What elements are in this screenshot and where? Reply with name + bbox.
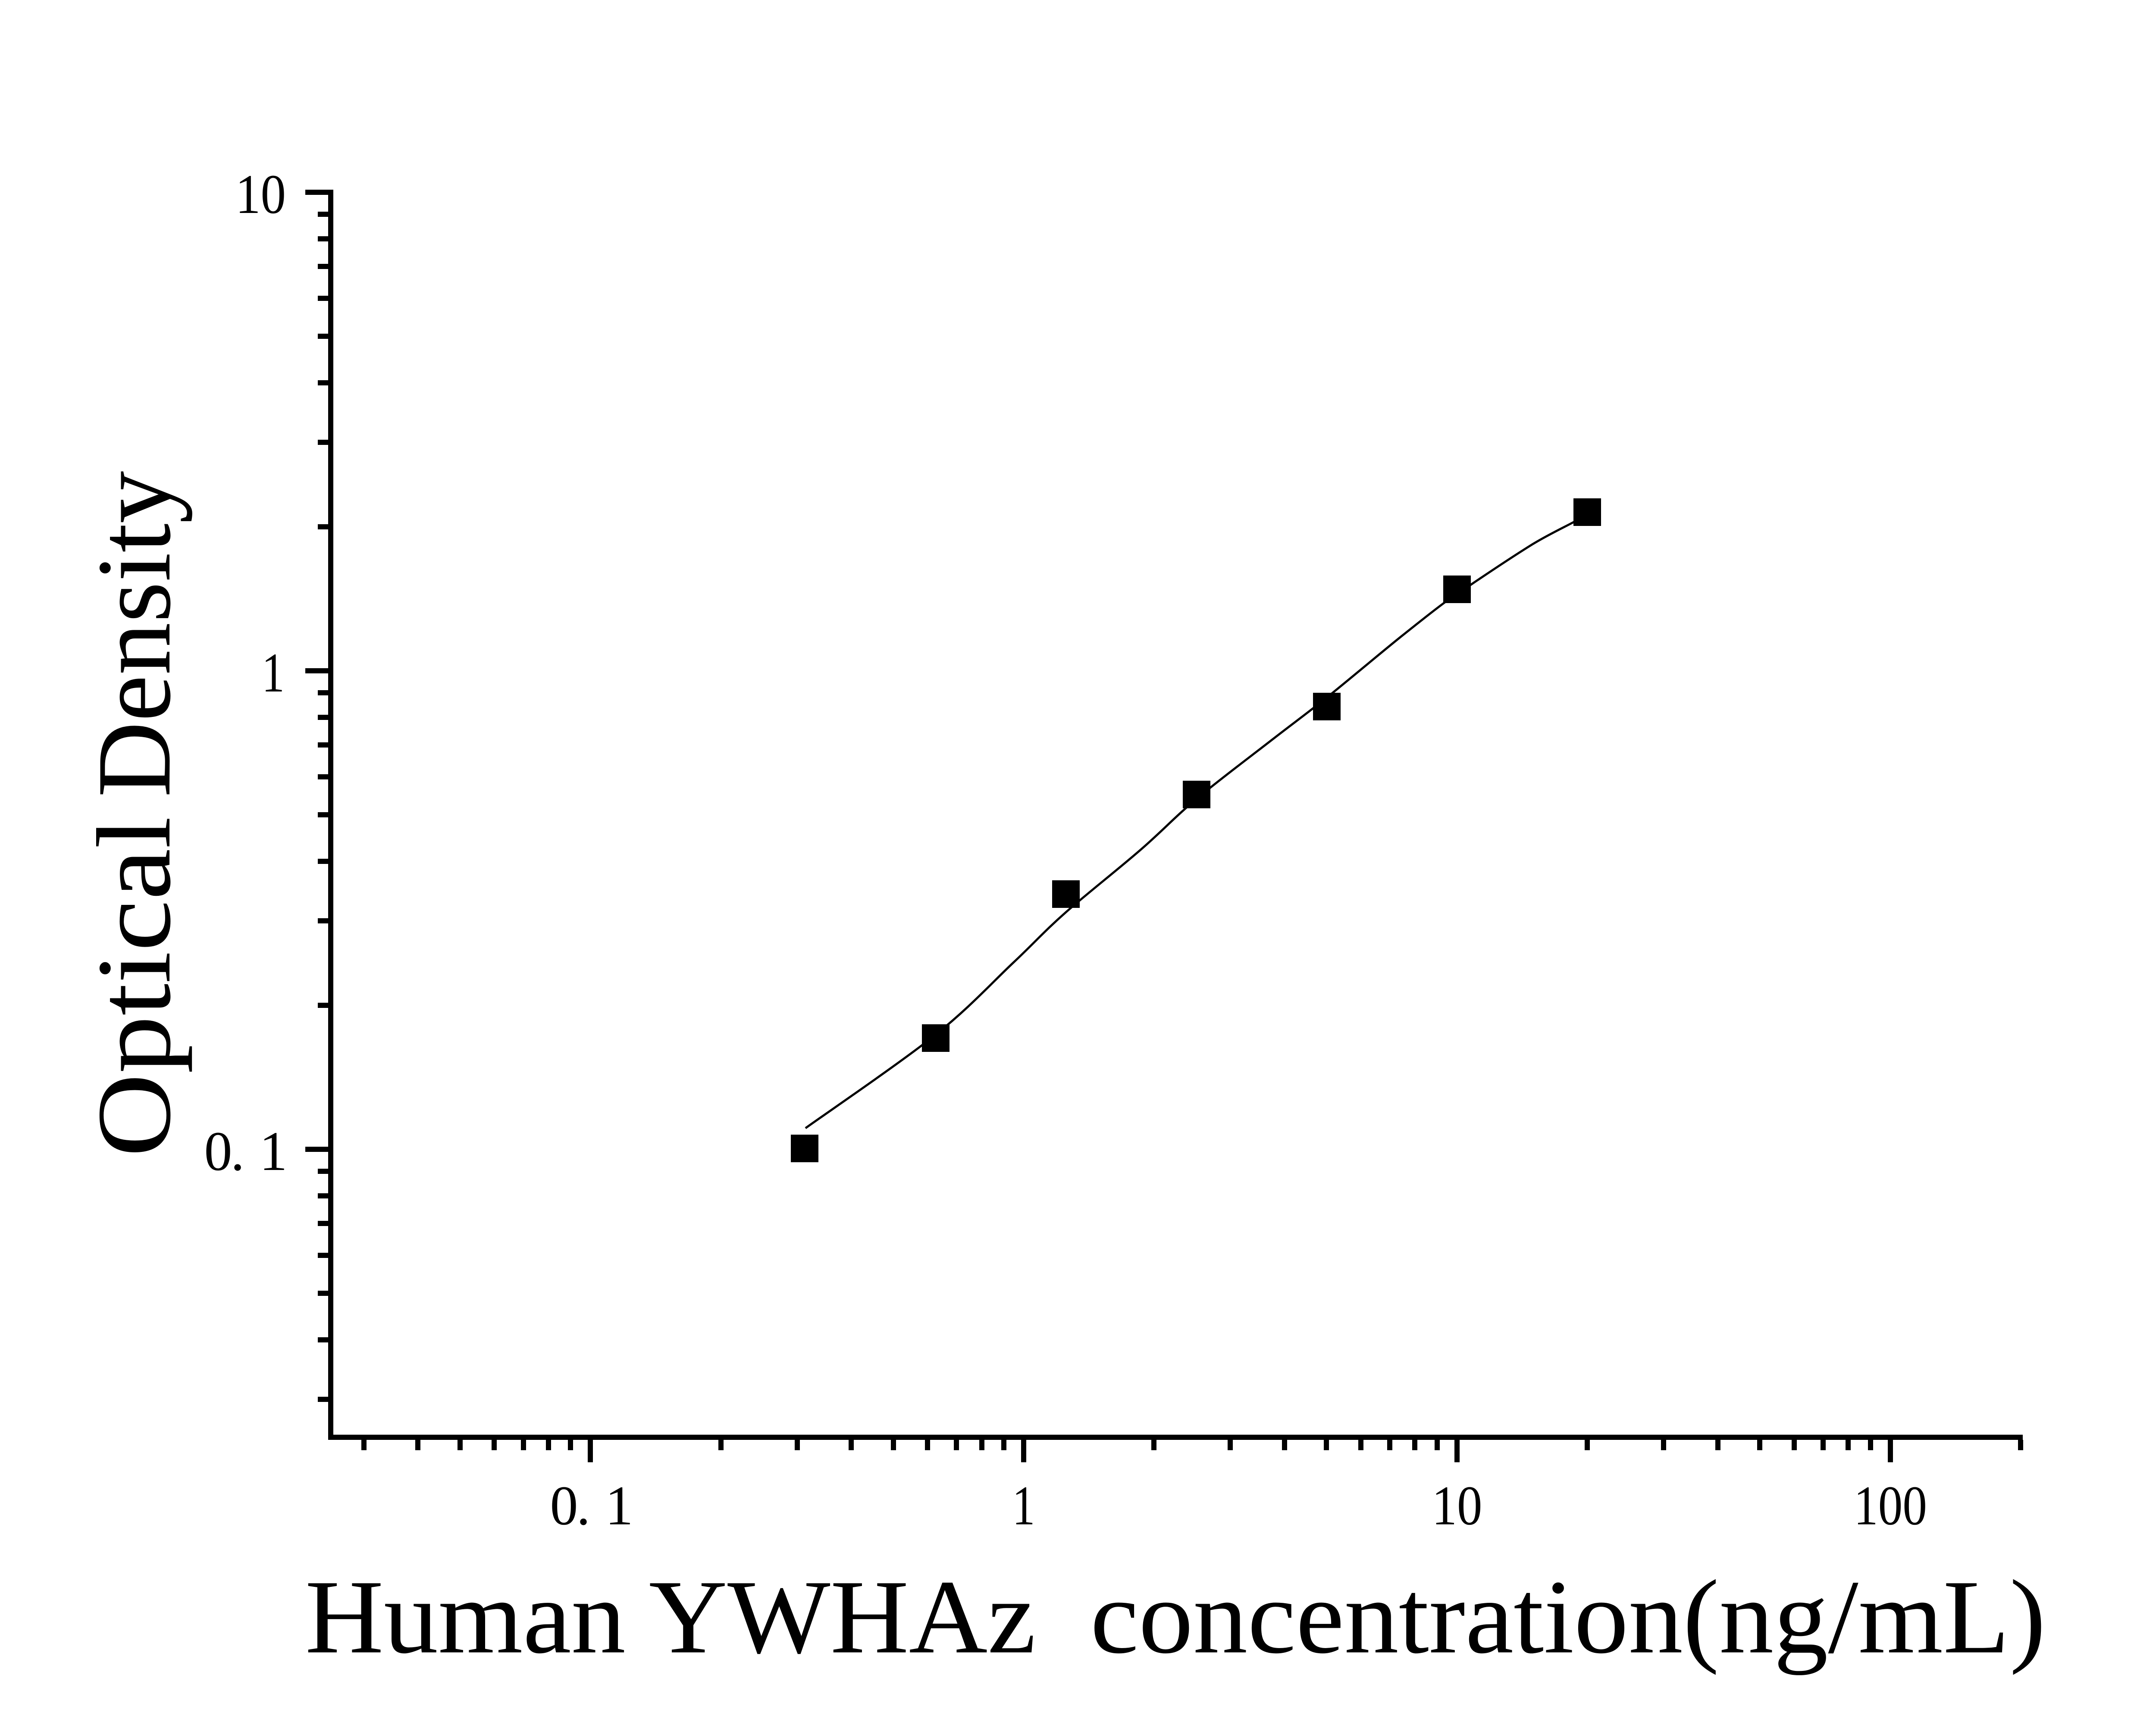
svg-text:Optical: Optical [75, 816, 192, 1157]
svg-text:1: 1 [262, 642, 285, 704]
svg-text:100: 100 [1854, 1475, 1927, 1537]
svg-text:10: 10 [1432, 1475, 1482, 1537]
svg-text:1: 1 [1012, 1475, 1035, 1537]
svg-text:Human YWHAz concentration(ng/: Human YWHAz concentration(ng/mL) [305, 1558, 2046, 1675]
svg-text:Density: Density [75, 471, 192, 798]
svg-text:10: 10 [235, 163, 286, 225]
svg-text:0.1: 0. 1 [550, 1475, 633, 1537]
svg-text:0.1: 0. 1 [204, 1120, 288, 1182]
